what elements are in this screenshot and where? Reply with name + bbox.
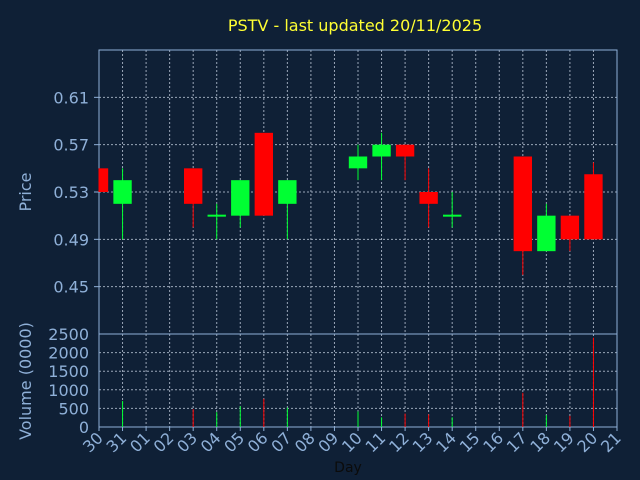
volume-tick-label: 1000: [48, 381, 89, 400]
candle-body: [113, 180, 132, 204]
price-tick-label: 0.49: [53, 230, 89, 249]
price-tick-label: 0.53: [53, 183, 89, 202]
x-tick-labels: 3031010203040506070809101112131415161718…: [79, 427, 625, 456]
candle-body: [207, 214, 226, 217]
chart-title: PSTV - last updated 20/11/2025: [228, 16, 482, 35]
candle-body: [372, 144, 391, 157]
candle-body: [278, 180, 297, 204]
candle-body: [513, 156, 533, 252]
volume-tick-label: 0: [79, 418, 89, 437]
candle-body: [584, 174, 603, 240]
price-tick-label: 0.57: [53, 136, 89, 155]
volume-tick-label: 1500: [48, 362, 89, 381]
price-tick-label: 0.45: [53, 278, 89, 297]
price-tick-label: 0.61: [53, 88, 89, 107]
candle-body: [537, 215, 556, 252]
candle-body: [183, 168, 203, 204]
candle-body: [419, 192, 438, 204]
candle-body: [442, 214, 462, 217]
volume-tick-label: 2500: [48, 325, 89, 344]
volume-axis-label: Volume (0000): [16, 322, 35, 440]
candle-body: [254, 132, 274, 216]
candle-body: [99, 168, 109, 192]
volume-tick-label: 2000: [48, 344, 89, 363]
price-axis-label: Price: [16, 172, 35, 211]
candle-body: [395, 144, 415, 157]
volume-tick-label: 500: [58, 399, 89, 418]
x-axis-label: Day: [334, 460, 362, 476]
candle-body: [231, 180, 250, 216]
candle-body: [348, 156, 368, 169]
candle-body: [560, 215, 580, 240]
price-panel: 0.45 0.49 0.53 0.57 0.61: [53, 49, 618, 335]
